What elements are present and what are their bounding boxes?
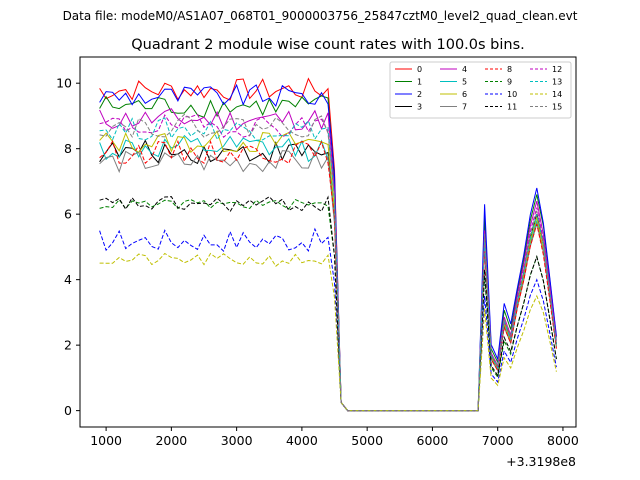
series-line-2 (99, 83, 557, 412)
x-tick-label: 8000 (547, 433, 579, 448)
series-line-11 (99, 195, 557, 412)
legend-label-13: 13 (552, 78, 562, 87)
y-tick-label: 0 (64, 403, 72, 418)
legend-label-14: 14 (552, 90, 562, 99)
y-tick-label: 4 (64, 272, 72, 287)
x-tick-label: 7000 (482, 433, 514, 448)
legend-label-5: 5 (462, 78, 467, 87)
plot-area: 1000 2000 3000 4000 5000 6000 7000 8000 0 2 4 6 8 10 0… (56, 61, 579, 448)
legend-label-4: 4 (462, 65, 467, 74)
legend-label-10: 10 (507, 90, 517, 99)
legend-label-2: 2 (417, 90, 422, 99)
legend-label-15: 15 (552, 103, 562, 112)
x-tick-label: 4000 (286, 433, 318, 448)
series-line-9 (99, 198, 557, 412)
legend-box (389, 61, 572, 119)
x-tick-label: 1000 (90, 433, 122, 448)
legend-label-8: 8 (507, 65, 512, 74)
legend-label-12: 12 (552, 65, 562, 74)
legend-label-7: 7 (462, 103, 467, 112)
series-line-15 (99, 113, 557, 412)
legend-label-11: 11 (507, 103, 517, 112)
legend-label-6: 6 (462, 90, 467, 99)
x-tick-label: 5000 (351, 433, 383, 448)
legend-label-0: 0 (417, 65, 422, 74)
x-tick-label: 6000 (417, 433, 449, 448)
series-line-14 (99, 252, 557, 412)
series-line-10 (99, 227, 557, 412)
legend-label-3: 3 (417, 103, 422, 112)
legend-label-9: 9 (507, 78, 512, 87)
x-tick-label: 3000 (221, 433, 253, 448)
y-tick-label: 8 (64, 141, 72, 156)
x-tick-label: 2000 (155, 433, 187, 448)
x-offset-label: +3.3198e8 (506, 454, 576, 469)
y-tick-label: 2 (64, 338, 72, 353)
y-tick-label: 6 (64, 207, 72, 222)
suptitle: Data file: modeM0/AS1A07_068T01_90000037… (63, 9, 578, 23)
chart-title: Quadrant 2 module wise count rates with … (131, 37, 525, 53)
axes-frame (79, 56, 577, 428)
y-tick-label: 10 (56, 76, 72, 91)
legend-label-1: 1 (417, 78, 422, 87)
